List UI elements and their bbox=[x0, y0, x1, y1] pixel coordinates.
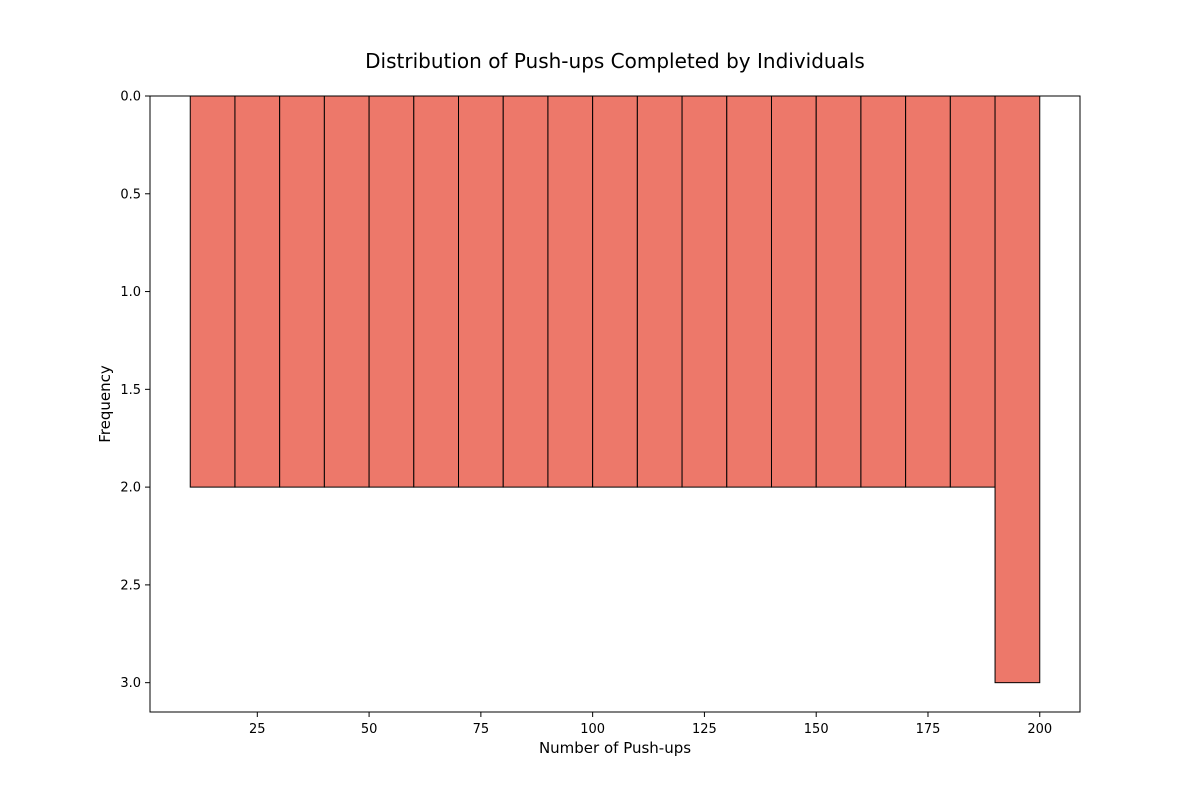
plot-frame bbox=[149, 95, 1081, 713]
y-tick-label: 2.5 bbox=[120, 578, 141, 593]
histogram-bar-30-40 bbox=[279, 95, 325, 488]
histogram-bar-60-70 bbox=[413, 95, 460, 488]
histogram-bar-110-120 bbox=[636, 95, 683, 488]
x-tick-label: 125 bbox=[692, 722, 717, 737]
histogram-bar-50-60 bbox=[368, 95, 415, 488]
x-axis-ticks: 25 50 75 100 125 150 175 200 bbox=[249, 712, 1052, 737]
x-tick-label: 75 bbox=[473, 722, 490, 737]
y-tick-label: 0.5 bbox=[120, 187, 141, 202]
x-tick-label: 200 bbox=[1027, 722, 1052, 737]
y-tick-label: 1.0 bbox=[120, 285, 141, 300]
histogram-bar-40-50 bbox=[323, 95, 370, 488]
histogram-bar-150-160 bbox=[815, 95, 862, 488]
histogram-bar-130-140 bbox=[726, 95, 772, 488]
histogram-bar-190-200 bbox=[994, 95, 1041, 684]
y-tick-label: 0.0 bbox=[120, 90, 141, 105]
histogram-bar-170-180 bbox=[905, 95, 951, 488]
histogram-bar-70-80 bbox=[458, 95, 504, 488]
x-tick-label: 150 bbox=[804, 722, 829, 737]
x-tick-label: 50 bbox=[361, 722, 378, 737]
x-tick-label: 100 bbox=[580, 722, 605, 737]
histogram-bar-90-100 bbox=[547, 95, 594, 488]
x-axis-title: Number of Push-ups bbox=[539, 739, 691, 757]
y-tick-label: 1.5 bbox=[120, 383, 141, 398]
bars-layer bbox=[189, 95, 1041, 684]
y-axis-ticks: 0.0 0.5 1.0 1.5 2.0 2.5 3.0 bbox=[120, 90, 150, 691]
x-tick-label: 25 bbox=[249, 722, 266, 737]
histogram-bar-80-90 bbox=[502, 95, 549, 488]
chart-title: Distribution of Push-ups Completed by In… bbox=[365, 49, 865, 73]
histogram-bar-160-170 bbox=[860, 95, 907, 488]
histogram-bar-100-110 bbox=[592, 95, 638, 488]
histogram-bar-140-150 bbox=[770, 95, 817, 488]
histogram-bar-180-190 bbox=[949, 95, 996, 488]
x-tick-label: 175 bbox=[916, 722, 941, 737]
y-tick-label: 3.0 bbox=[120, 676, 141, 691]
histogram-bar-10-20 bbox=[189, 95, 236, 488]
y-axis-title: Frequency bbox=[96, 365, 114, 443]
histogram-bar-120-130 bbox=[681, 95, 728, 488]
y-tick-label: 2.0 bbox=[120, 481, 141, 496]
histogram-bar-20-30 bbox=[234, 95, 281, 488]
